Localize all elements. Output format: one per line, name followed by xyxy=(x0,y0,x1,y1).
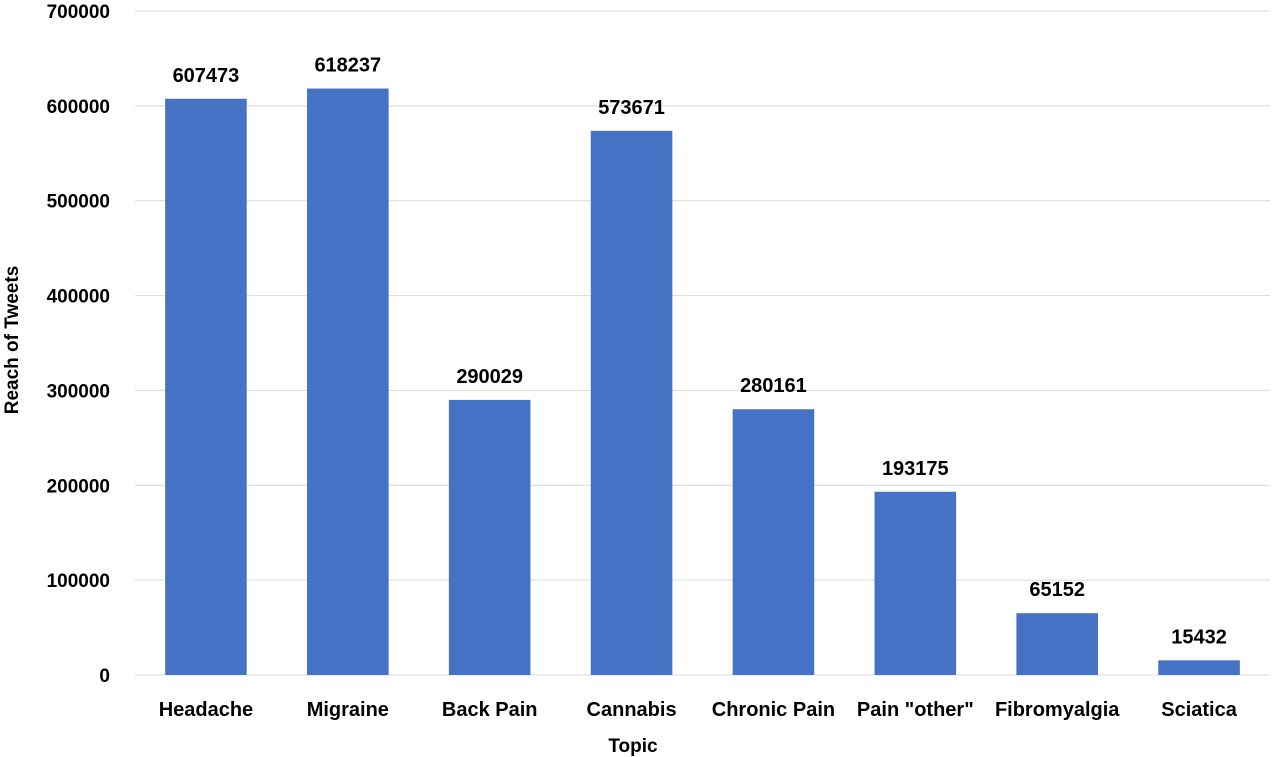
y-tick-label: 200000 xyxy=(47,476,110,497)
data-label: 65152 xyxy=(1029,579,1085,601)
bar xyxy=(590,130,673,675)
data-label: 15432 xyxy=(1171,626,1227,648)
bar xyxy=(307,88,389,675)
bars xyxy=(165,88,1240,675)
x-tick-label: Chronic Pain xyxy=(712,699,835,721)
gridlines xyxy=(135,10,1270,676)
y-tick-label: 400000 xyxy=(47,287,110,308)
y-tick-label: 0 xyxy=(99,666,110,687)
data-label: 290029 xyxy=(456,366,523,388)
y-tick-label: 600000 xyxy=(47,97,110,118)
x-tick-label: Back Pain xyxy=(442,699,538,721)
x-axis-title: Topic xyxy=(608,736,658,757)
x-axis-ticks: Headache Migraine Back Pain Cannabis Chronic… xyxy=(159,699,1238,721)
x-tick-label: Sciatica xyxy=(1161,699,1237,721)
y-tick-label: 500000 xyxy=(47,192,110,213)
bar xyxy=(1016,613,1098,675)
bar xyxy=(448,399,531,675)
data-label: 618237 xyxy=(314,55,381,77)
x-tick-label: Fibromyalgia xyxy=(995,699,1120,721)
data-label: 193175 xyxy=(882,458,949,480)
bar xyxy=(874,491,957,675)
data-label: 280161 xyxy=(740,375,807,397)
y-tick-label: 100000 xyxy=(47,571,110,592)
y-axis-ticks: 0 100000 200000 300000 400000 500000 600000 700… xyxy=(47,2,110,687)
data-labels: 607473 618237 290029 573671 280161 193175 6515… xyxy=(173,55,1227,649)
x-tick-label: Headache xyxy=(159,699,254,721)
x-tick-label: Pain "other" xyxy=(857,699,974,721)
y-tick-label: 700000 xyxy=(47,2,110,23)
bar xyxy=(165,98,247,675)
bar xyxy=(1158,660,1240,675)
y-axis-title: Reach of Tweets xyxy=(2,266,23,415)
data-label: 607473 xyxy=(173,65,240,87)
bar xyxy=(732,409,815,675)
data-label: 573671 xyxy=(598,97,665,119)
x-tick-label: Migraine xyxy=(307,699,389,721)
x-tick-label: Cannabis xyxy=(587,699,677,721)
y-tick-label: 300000 xyxy=(47,381,110,402)
